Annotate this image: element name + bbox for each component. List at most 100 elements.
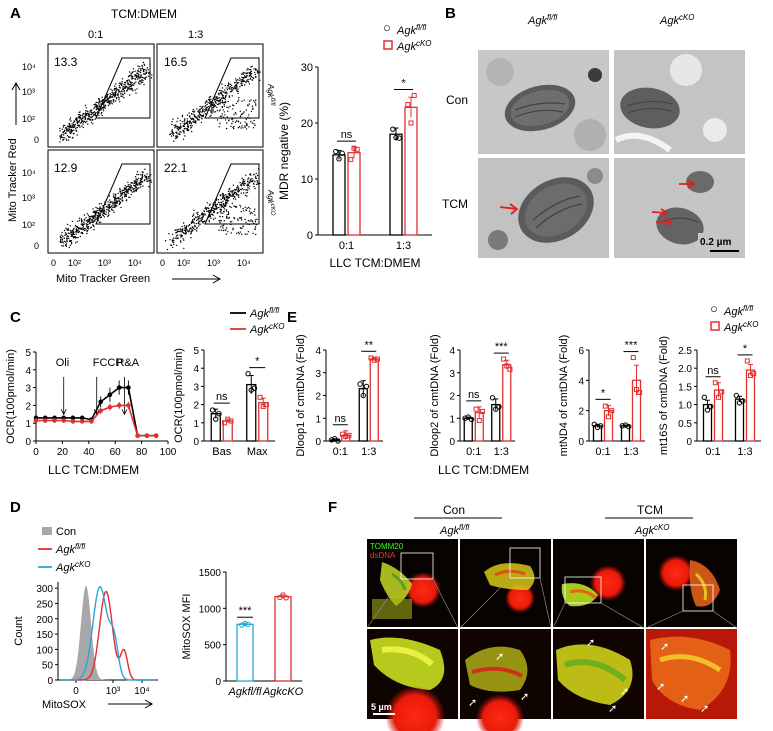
flow-event-dot <box>73 126 76 128</box>
flow-event-dot <box>228 95 231 97</box>
flow-event-dot <box>227 200 230 202</box>
flow-event-dot <box>193 111 195 113</box>
flow-event-dot <box>225 233 228 235</box>
flow-event-dot <box>206 106 208 109</box>
flow-event-dot <box>94 118 96 121</box>
gate-value: 12.9 <box>54 161 78 175</box>
flow-event-dot <box>146 180 148 182</box>
flow-event-dot <box>253 183 255 185</box>
bar <box>222 420 233 442</box>
flow-event-dot <box>87 118 89 120</box>
zoom-guide-line <box>539 577 552 629</box>
flow-event-dot <box>123 83 125 86</box>
flow-event-dot <box>106 101 108 104</box>
gate-value: 16.5 <box>164 55 188 69</box>
flow-event-dot <box>190 117 192 119</box>
flow-event-dot <box>82 232 84 235</box>
flow-event-dot <box>83 223 86 225</box>
flow-event-dot <box>133 190 135 192</box>
flow-event-dot <box>138 187 140 189</box>
d-x-arrow <box>108 699 154 709</box>
flow-event-dot <box>104 107 106 109</box>
flow-event-dot <box>194 224 196 227</box>
flow-event-dot <box>64 129 66 131</box>
data-point <box>751 371 757 377</box>
flow-event-dot <box>242 183 244 185</box>
arrow-icon: ➚ <box>520 691 529 703</box>
flow-event-dot <box>107 215 109 218</box>
flow-event-dot <box>227 231 229 233</box>
flow-event-dot <box>193 119 195 121</box>
flow-event-dot <box>75 127 77 130</box>
bar <box>502 364 512 442</box>
category-label: 0:1 <box>333 446 348 458</box>
flow-event-dot <box>78 227 81 230</box>
flow-event-dot <box>65 138 67 140</box>
flow-event-dot <box>86 230 88 233</box>
flow-event-dot <box>141 76 143 79</box>
flow-event-dot <box>177 237 179 239</box>
flow-event-dot <box>131 187 133 189</box>
flow-event-dot <box>219 100 222 102</box>
flow-event-dot <box>136 188 138 190</box>
flow-event-dot <box>194 116 196 118</box>
flow-event-dot <box>108 103 111 105</box>
flow-event-dot <box>186 121 188 124</box>
f-top-image-2 <box>460 539 551 627</box>
f-zoom-image-4: ➚ ➚ ➚ ➚ <box>646 629 737 719</box>
bar <box>347 152 361 236</box>
flow-event-dot <box>87 112 89 115</box>
flow-event-dot <box>219 115 222 118</box>
flow-event-dot <box>241 113 244 115</box>
flow-event-dot <box>216 96 218 98</box>
flow-event-dot <box>218 97 221 99</box>
zoom-guide-line <box>645 610 684 629</box>
flow-event-dot <box>213 207 215 210</box>
flow-event-dot <box>190 231 193 233</box>
flow-event-dot <box>199 220 201 223</box>
flow-event-dot <box>240 183 243 185</box>
flow-event-dot <box>164 240 167 242</box>
flow-event-dot <box>63 229 66 232</box>
flow-event-dot <box>121 84 123 86</box>
flow-event-dot <box>96 207 99 209</box>
flow-event-dot <box>205 108 207 110</box>
data-point <box>712 380 718 386</box>
flow-event-dot <box>143 83 145 86</box>
flow-event-dot <box>220 198 222 201</box>
flow-event-dot <box>177 126 180 129</box>
data-point <box>476 418 482 424</box>
flow-event-dot <box>176 244 178 247</box>
flow-event-dot <box>198 118 200 120</box>
flow-event-dot <box>243 184 245 187</box>
flow-event-dot <box>178 132 180 134</box>
histogram-line <box>60 590 156 681</box>
flow-event-dot <box>221 205 224 207</box>
flow-event-dot <box>100 108 103 110</box>
flow-event-dot <box>221 225 223 227</box>
flow-event-dot <box>229 83 232 86</box>
flow-event-dot <box>97 101 99 104</box>
flow-event-dot <box>85 114 88 116</box>
e-legend: ○ Agkfl/fl AgkcKO <box>710 301 759 334</box>
flow-y-tick: 10³ <box>22 193 35 203</box>
data-point <box>393 134 399 141</box>
flow-event-dot <box>166 248 169 251</box>
flow-event-dot <box>72 133 75 135</box>
flow-event-dot <box>136 180 138 183</box>
data-point <box>280 592 286 598</box>
flow-event-dot <box>250 99 252 101</box>
flow-event-dot <box>140 82 142 84</box>
flow-event-dot <box>83 214 86 216</box>
data-point <box>98 399 103 405</box>
flow-event-dot <box>147 69 149 71</box>
flow-event-dot <box>92 216 95 218</box>
flow-event-dot <box>71 129 74 132</box>
x-tick-label: 80 <box>136 447 148 458</box>
flow-event-dot <box>69 126 72 128</box>
flow-event-dot <box>208 219 210 221</box>
flow-event-dot <box>228 96 230 98</box>
flow-event-dot <box>175 131 177 134</box>
gate-value: 22.1 <box>164 161 188 175</box>
flow-event-dot <box>134 176 137 178</box>
